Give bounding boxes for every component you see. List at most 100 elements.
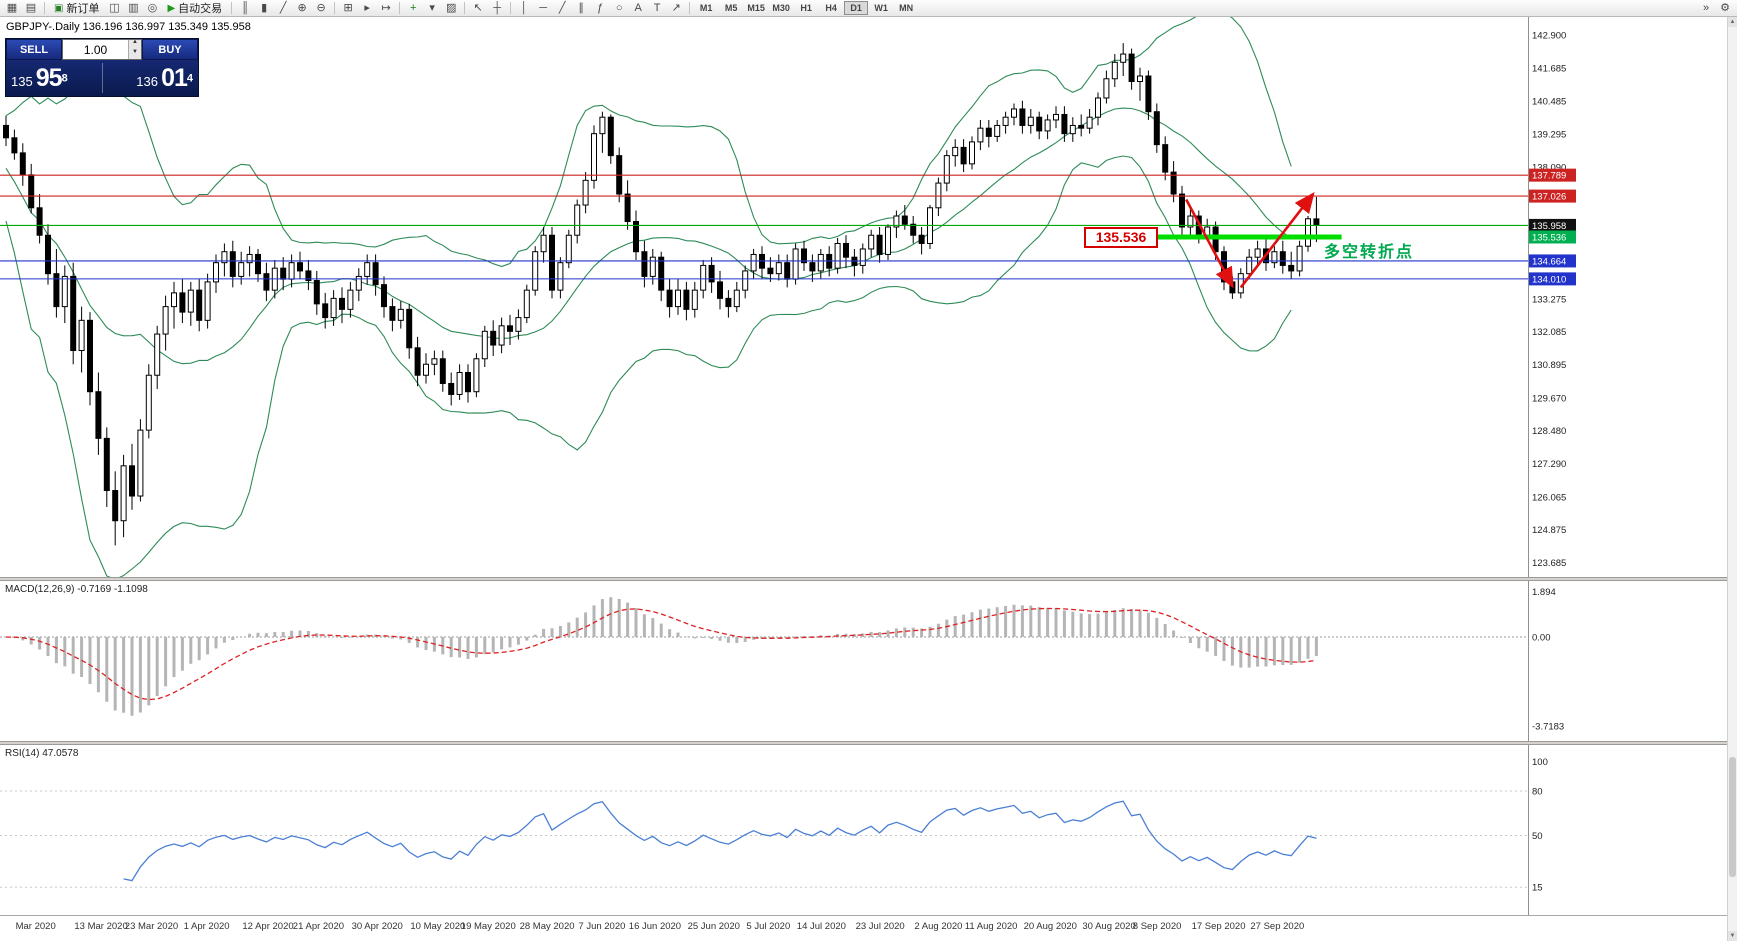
sell-button[interactable]: SELL [6,39,62,60]
trendline-icon[interactable]: ╱ [558,1,566,14]
price-badge [1529,254,1576,268]
horizontal-line-icon[interactable]: ─ [539,1,548,14]
date-label: 13 Mar 2020 [74,921,128,932]
tile-windows-icon[interactable]: ⊞ [343,1,353,14]
bar-chart-mode-icon[interactable]: ║ [241,1,250,14]
toolbar-separator [231,2,233,14]
line-chart-mode-icon[interactable]: ╱ [279,1,287,14]
lot-size-input[interactable] [63,40,128,59]
buy-button[interactable]: BUY [142,39,198,60]
main-toolbar: ▦ ▤ ▣ 新订单 ◫ ▥ ◎ ▶ 自动交易 ║ ▮ ╱ ⊕ ⊖ ⊞ ▸ ↦ + ▾ ▨ ↖ ┼ │ ─ ╱ ∥ ƒ ○ A T ↗ M1 M5… [0,0,1737,17]
crosshair-icon[interactable]: ┼ [493,1,502,14]
price-badge [1529,218,1576,232]
channel-icon[interactable]: ∥ [578,1,584,14]
toolbar-separator [334,2,336,14]
toolbar-overflow-icon[interactable]: » [1702,1,1710,14]
date-label: 23 Jul 2020 [855,921,905,932]
date-label: 2 Aug 2020 [914,921,963,932]
rsi-tick-label: 100 [1532,757,1548,768]
timeframe-button-m5[interactable]: M5 [724,3,738,13]
price-badge [1529,272,1576,286]
date-label: 30 Aug 2020 [1082,921,1136,932]
new-chart-icon[interactable]: ▦ [6,1,18,14]
lot-decrease-icon[interactable]: ▼ [129,49,141,59]
price-tick-label: 138.090 [1532,162,1566,173]
lot-size-field: ▲ ▼ [62,39,142,60]
zoom-out-icon[interactable]: ⊖ [316,1,326,14]
indicators-icon[interactable]: + [409,1,417,14]
timeframe-button-h4[interactable]: H4 [825,3,837,13]
rsi-indicator-label: RSI(14) 47.0578 [5,748,79,759]
text-icon[interactable]: A [634,1,642,14]
price-tick-label: 139.295 [1532,129,1566,140]
scroll-up-icon[interactable]: ▲ [1728,17,1737,27]
periods-icon[interactable]: ▾ [429,1,435,14]
price-badge-label: 137.789 [1532,171,1566,182]
cursor-icon[interactable]: ↖ [473,1,483,14]
macd-indicator-label: MACD(12,26,9) -0.7169 -1.1098 [5,584,148,595]
auto-scroll-icon[interactable]: ▸ [364,1,370,14]
price-level-flag[interactable]: 135.536 [1084,227,1158,248]
navigator-icon[interactable]: ◎ [147,1,158,14]
price-divider [102,63,103,93]
bollinger-lower-band [5,155,1292,577]
rsi-line [123,800,1317,882]
price-badge-label: 137.026 [1532,192,1566,203]
macd-tick-label: 1.894 [1532,587,1556,598]
auto-trading-button-label: 自动交易 [178,3,223,15]
macd-pane[interactable]: 1.894 0.00 -3.7183 [0,581,1737,741]
market-watch-icon[interactable]: ◫ [109,1,120,14]
date-label: 8 Sep 2020 [1132,921,1182,932]
price-plot-area [3,17,1320,577]
timeframe-button-m1[interactable]: M1 [699,3,713,13]
scrollbar-thumb[interactable] [1729,757,1736,877]
fibonacci-icon[interactable]: ƒ [597,1,604,14]
new-order-button[interactable]: ▣ 新订单 [49,1,104,16]
price-tick-label: 132.085 [1532,327,1566,338]
vertical-line-icon[interactable]: │ [520,1,528,14]
auto-trading-button[interactable]: ▶ 自动交易 [162,1,227,16]
date-label: 17 Sep 2020 [1191,921,1246,932]
rsi-tick-label: 50 [1532,831,1543,842]
date-label: 23 Mar 2020 [124,921,179,932]
chart-profiles-icon[interactable]: ▤ [25,1,37,14]
lot-increase-icon[interactable]: ▲ [129,39,141,50]
bollinger-upper-band [5,17,1292,268]
price-badge-label: 135.958 [1532,221,1566,232]
templates-icon[interactable]: ▨ [445,1,457,14]
zoom-in-icon[interactable]: ⊕ [297,1,307,14]
turning-point-note[interactable]: 多空转折点 [1324,244,1415,261]
toolbar-separator [399,2,401,14]
trend-arrow [1239,192,1315,289]
chart-shift-icon[interactable]: ↦ [381,1,391,14]
vertical-scrollbar[interactable]: ▲ ▼ [1727,17,1737,941]
price-chart-pane[interactable]: 142.900 141.685 140.485 139.295 138.090 133.2… [0,17,1737,577]
date-label: 25 Jun 2020 [687,921,740,932]
data-window-icon[interactable]: ▥ [128,1,139,14]
price-tick-label: 141.685 [1532,64,1566,75]
panel-splitter[interactable] [0,577,1737,581]
price-tick-label: 133.275 [1532,295,1566,306]
macd-histogram [12,597,1318,716]
settings-icon[interactable]: ⚙ [1720,1,1730,14]
price-tick-label: 130.895 [1532,360,1566,371]
scroll-down-icon[interactable]: ▼ [1728,931,1737,941]
rsi-pane[interactable]: 100 80 50 15 [0,745,1737,915]
price-tick-label: 129.670 [1532,394,1566,405]
shapes-icon[interactable]: ○ [615,1,623,14]
date-label: 28 May 2020 [519,921,575,932]
date-label: 7 Jun 2020 [578,921,626,932]
date-label: 30 Apr 2020 [351,921,403,932]
text-label-icon[interactable]: T [653,1,661,14]
date-label: 1 Apr 2020 [183,921,230,932]
timeframe-button-m15[interactable]: M15 [747,3,765,13]
arrows-icon[interactable]: ↗ [671,1,681,14]
candlestick-mode-icon[interactable]: ▮ [261,1,268,14]
timeframe-button-d1[interactable]: D1 [844,1,869,15]
panel-splitter[interactable] [0,741,1737,745]
auto-trading-button-icon: ▶ [167,2,176,14]
timeframe-button-h1[interactable]: H1 [800,3,812,13]
timeframe-button-w1[interactable]: W1 [874,3,888,13]
timeframe-button-mn[interactable]: MN [899,3,914,13]
timeframe-button-m30[interactable]: M30 [772,3,790,13]
